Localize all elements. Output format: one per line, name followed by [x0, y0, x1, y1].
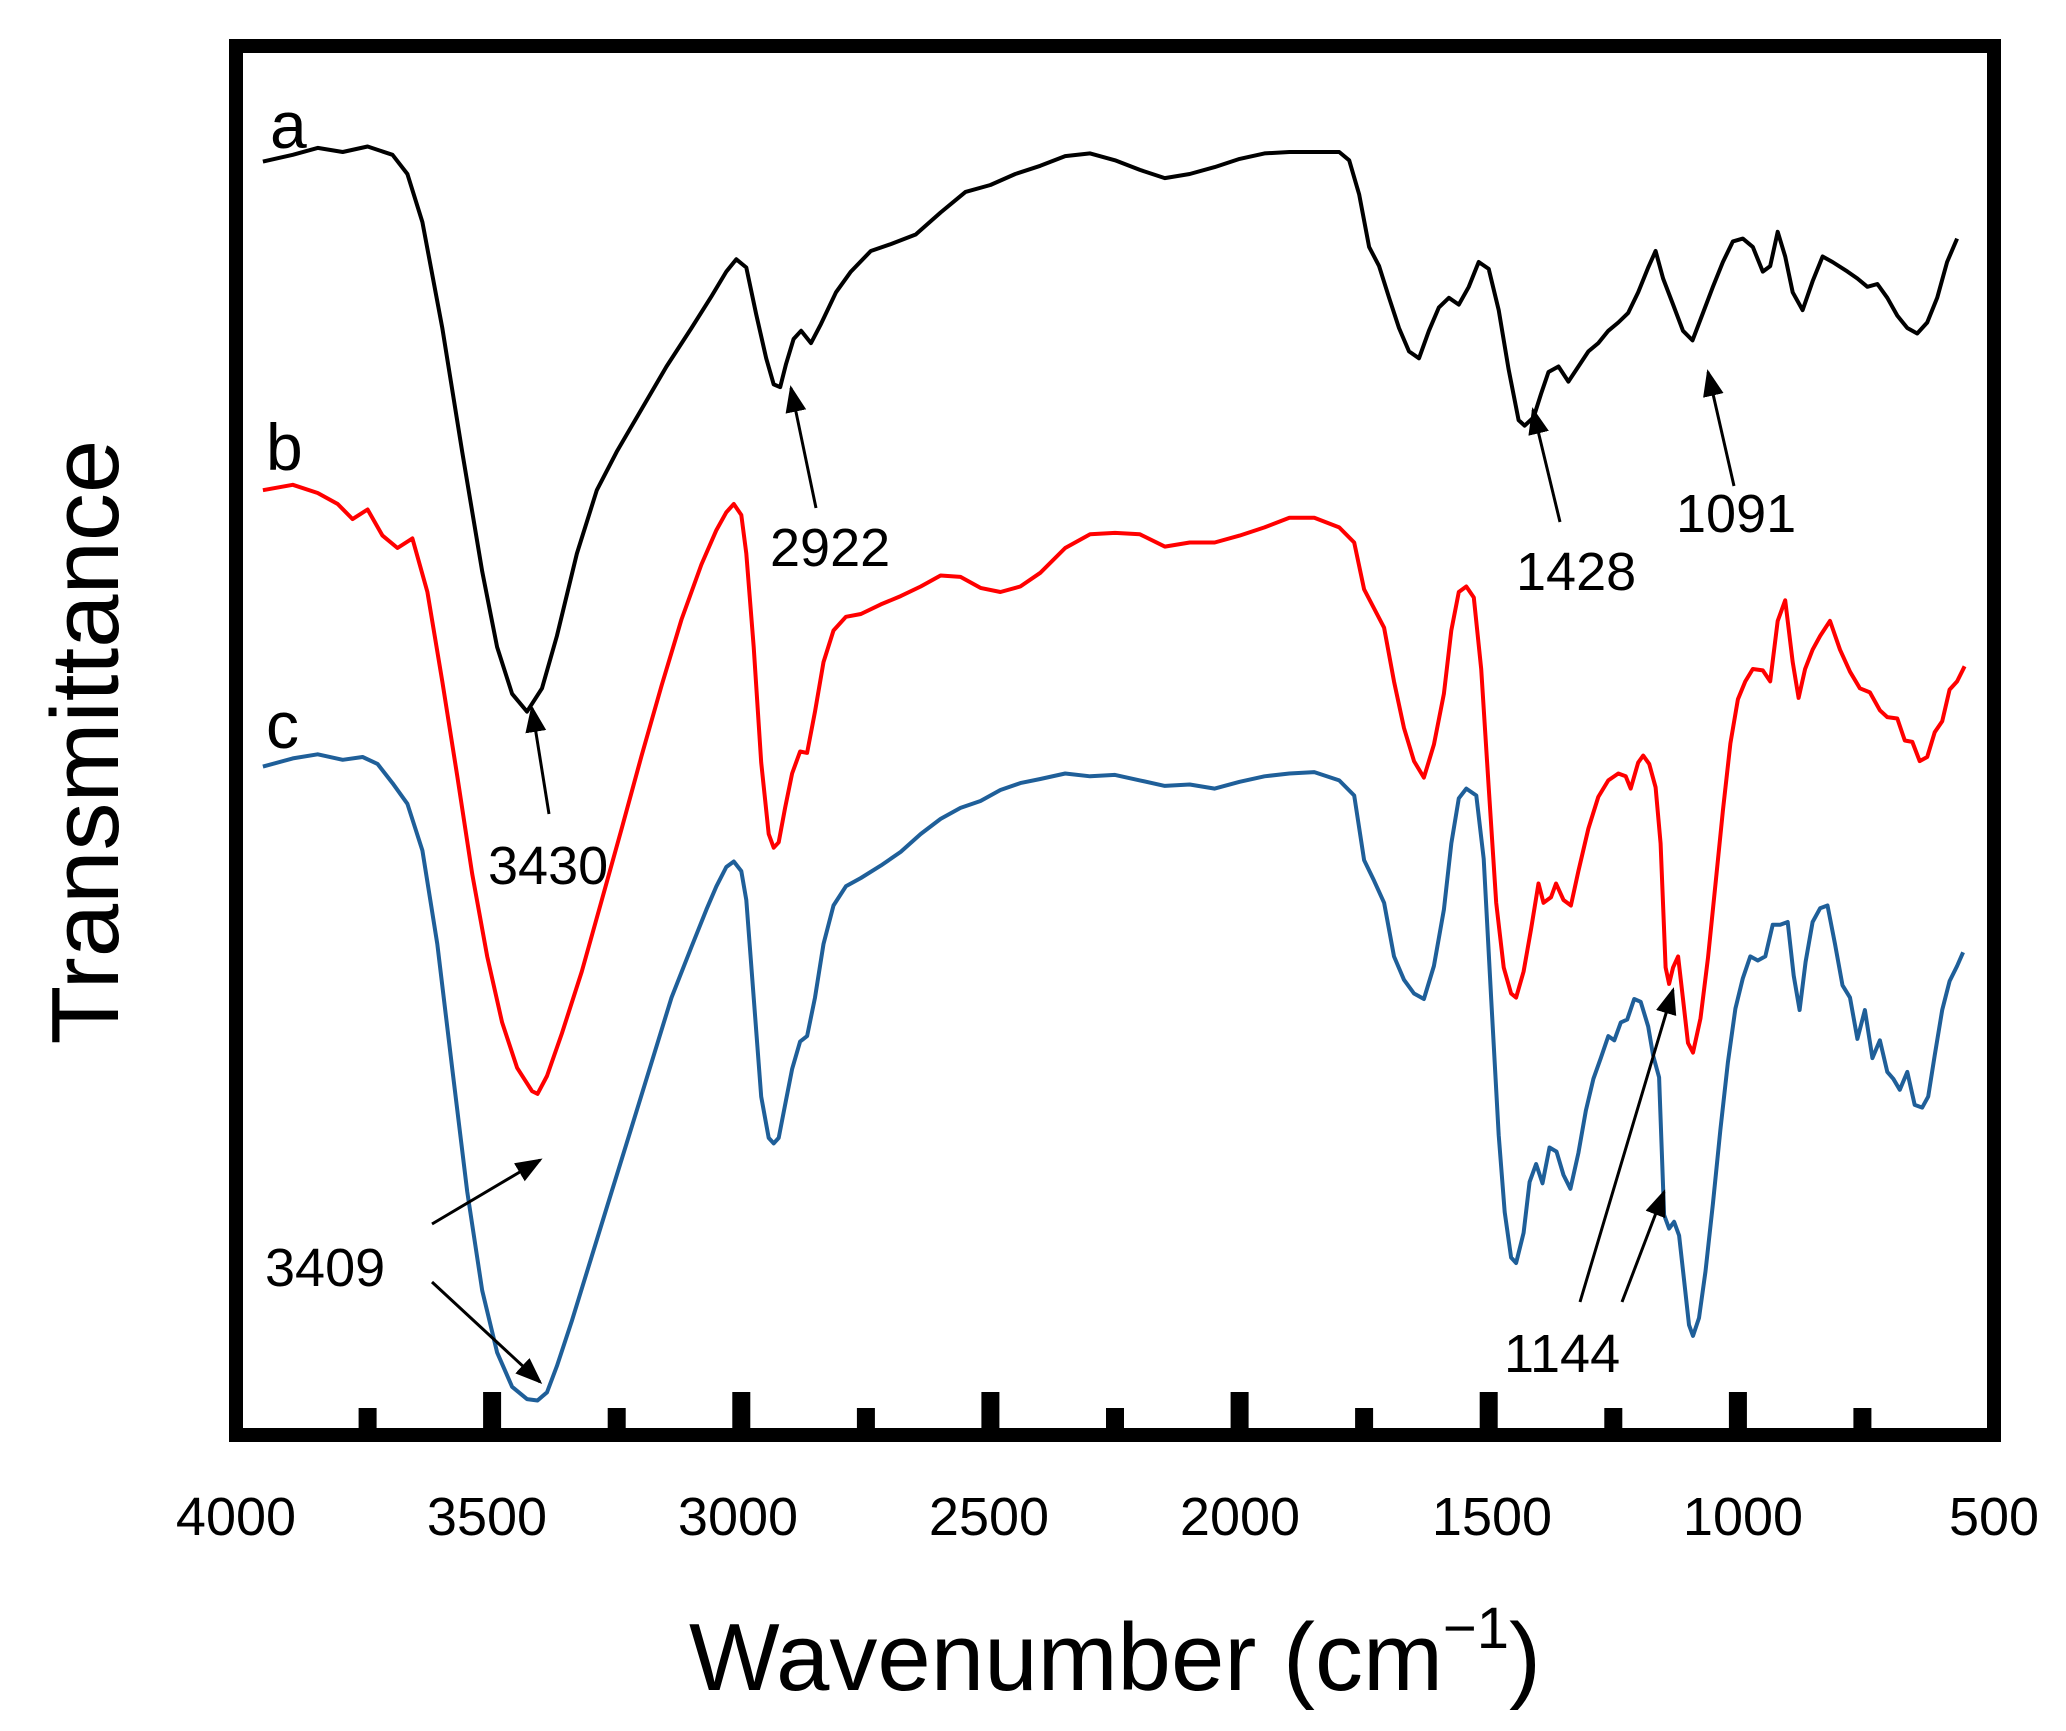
x-tick-label: 2000: [1180, 1487, 1300, 1547]
x-minor-tick: [1106, 1408, 1124, 1428]
annotation-2922: 2922: [770, 518, 890, 578]
arrow-1428: [1528, 407, 1562, 523]
x-tick-label: 3500: [427, 1487, 547, 1547]
series-layer: [262, 144, 1967, 1403]
arrow-1091: [1703, 369, 1736, 487]
series-line-a: [262, 144, 1959, 714]
annotation-3409: 3409: [265, 1238, 385, 1298]
x-minor-tick: [1604, 1408, 1623, 1428]
x-tick-label: 3000: [678, 1487, 798, 1547]
annotation-1428: 1428: [1516, 542, 1636, 602]
x-minor-tick: [358, 1408, 377, 1428]
x-tick-label: 1000: [1683, 1487, 1803, 1547]
series-line-c: [262, 752, 1965, 1403]
x-major-tick: [981, 1392, 1000, 1428]
arrow-3409-c: [430, 1280, 543, 1385]
arrow-1144-c: [1620, 1189, 1666, 1303]
x-tick-label: 1500: [1432, 1487, 1552, 1547]
series-line-b: [262, 482, 1967, 1096]
series-label-a: a: [270, 88, 307, 162]
x-major-tick: [1728, 1392, 1747, 1428]
annotation-labels: 3430 2922 1428 1091 3409 1144: [265, 484, 1796, 1384]
x-tick-labels: 4000 3500 3000 2500 2000 1500 1000 500: [176, 1487, 2039, 1547]
x-major-tick: [1479, 1392, 1498, 1428]
x-major-tick: [483, 1392, 502, 1428]
x-major-tick: [1230, 1392, 1249, 1428]
x-minor-tick: [1355, 1408, 1374, 1428]
arrow-2922: [785, 385, 818, 509]
x-minor-tick: [607, 1408, 626, 1428]
x-tick-label: 2500: [929, 1487, 1049, 1547]
plot-frame: [229, 39, 2001, 1442]
x-tick-label: 4000: [176, 1487, 296, 1547]
arrow-3409-b: [431, 1158, 543, 1226]
series-label-c: c: [266, 688, 299, 762]
annotation-1144: 1144: [1504, 1324, 1620, 1384]
annotation-arrows: [430, 369, 1736, 1385]
annotation-3430: 3430: [488, 836, 608, 896]
x-ticks: [358, 1392, 1872, 1428]
annotation-1091: 1091: [1676, 484, 1796, 544]
x-tick-label: 500: [1949, 1487, 2039, 1547]
series-label-b: b: [266, 410, 303, 484]
x-major-tick: [732, 1392, 751, 1428]
arrow-3430: [525, 705, 551, 815]
x-minor-tick: [1853, 1408, 1872, 1428]
x-minor-tick: [856, 1408, 875, 1428]
arrow-1144-b: [1578, 987, 1677, 1303]
y-axis-title: Transmittance: [32, 440, 139, 1045]
x-axis-title: Wavenumber (cm−1): [689, 1596, 1541, 1711]
